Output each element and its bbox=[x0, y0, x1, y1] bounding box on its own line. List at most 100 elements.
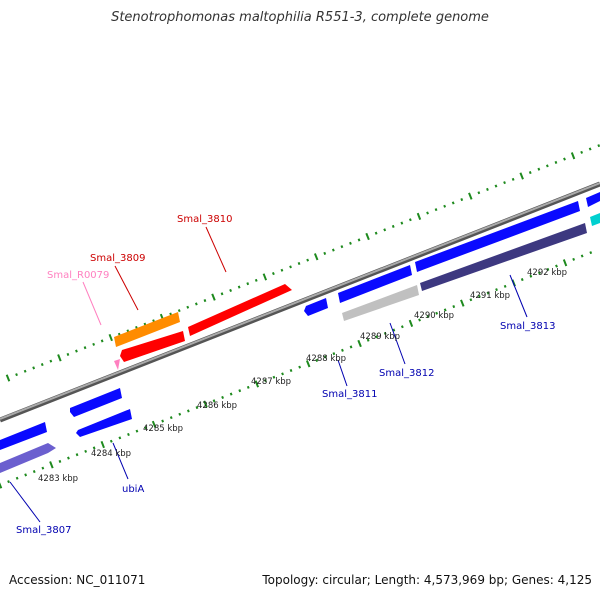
gene-label[interactable]: Smal_3810 bbox=[177, 214, 232, 225]
upper-tick-mark bbox=[519, 172, 524, 180]
lower-tick-mark bbox=[375, 335, 379, 339]
gene-label[interactable]: Smal_3807 bbox=[16, 525, 71, 536]
lower-tick-mark bbox=[246, 385, 250, 389]
upper-tick-mark bbox=[597, 144, 600, 148]
lower-tick-mark bbox=[443, 308, 447, 312]
upper-tick-mark bbox=[237, 285, 241, 289]
gene-smal-3811-feature[interactable] bbox=[304, 298, 328, 316]
gene-smal-3813b-feature[interactable] bbox=[415, 201, 580, 272]
upper-tick-mark bbox=[486, 187, 489, 191]
lower-tick-mark bbox=[323, 355, 327, 359]
leader-smal-r0079 bbox=[82, 281, 102, 326]
lower-tick-mark bbox=[151, 420, 157, 428]
tick-label: 4286 kbp bbox=[197, 401, 237, 411]
tick-label: 4290 kbp bbox=[414, 311, 454, 321]
lower-tick-mark bbox=[408, 319, 414, 327]
gene-smal-3807-feature[interactable] bbox=[0, 443, 56, 473]
lower-tick-mark bbox=[460, 299, 465, 307]
upper-tick-mark bbox=[313, 253, 319, 261]
tick-label: 4287 kbp bbox=[251, 377, 291, 387]
upper-tick-mark bbox=[289, 265, 292, 269]
gene-label[interactable]: Smal_3811 bbox=[322, 389, 377, 400]
gene-smal-3810-feature[interactable] bbox=[188, 284, 292, 336]
leader-smal-3811 bbox=[337, 359, 348, 387]
lower-tick-mark bbox=[7, 480, 10, 484]
upper-tick-mark bbox=[23, 369, 27, 373]
lower-tick-mark bbox=[118, 436, 122, 440]
gene-smal-3808-feature[interactable] bbox=[70, 388, 122, 417]
upper-tick-mark bbox=[75, 349, 78, 353]
upper-tick-mark bbox=[460, 198, 464, 202]
lower-tick-mark bbox=[281, 372, 284, 376]
gene-smal-3813-feature[interactable] bbox=[420, 223, 587, 291]
lower-tick-mark bbox=[435, 311, 439, 315]
lower-tick-mark bbox=[562, 259, 568, 267]
upper-tick-mark bbox=[503, 181, 506, 185]
lower-tick-mark bbox=[229, 392, 233, 396]
upper-tick-mark bbox=[211, 293, 216, 301]
upper-tick-mark bbox=[186, 305, 190, 309]
lower-tick-mark bbox=[546, 267, 550, 271]
tick-label: 4283 kbp bbox=[38, 474, 78, 484]
upper-tick-mark bbox=[220, 292, 224, 296]
upper-tick-mark bbox=[426, 211, 429, 215]
gene-label[interactable]: Smal_R0079 bbox=[47, 270, 109, 281]
lower-tick-mark bbox=[478, 294, 481, 298]
gene-smal-3812-feature[interactable] bbox=[342, 285, 419, 321]
upper-tick-mark bbox=[246, 282, 250, 286]
gene-ubia-feature[interactable] bbox=[76, 409, 132, 437]
upper-tick-mark bbox=[92, 342, 96, 346]
upper-tick-mark bbox=[443, 204, 447, 208]
upper-tick-mark bbox=[203, 299, 207, 303]
lower-tick-mark bbox=[84, 449, 88, 453]
lower-tick-mark bbox=[298, 365, 302, 369]
upper-tick-mark bbox=[357, 238, 361, 242]
lower-tick-mark bbox=[203, 400, 208, 408]
tick-label: 4285 kbp bbox=[143, 424, 183, 434]
gene-smal-3811b-feature[interactable] bbox=[338, 265, 412, 303]
lower-tick-mark bbox=[195, 406, 199, 410]
upper-tick-mark bbox=[400, 221, 404, 225]
gene-edge-blue-feature[interactable] bbox=[586, 192, 600, 207]
tick-label: 4289 kbp bbox=[360, 332, 400, 342]
upper-tick-mark bbox=[537, 167, 541, 171]
upper-tick-mark bbox=[391, 224, 395, 228]
upper-tick-mark bbox=[588, 147, 592, 151]
lower-tick-mark bbox=[332, 352, 336, 356]
upper-tick-mark bbox=[468, 192, 473, 200]
leader-smal-3807 bbox=[9, 481, 41, 523]
gene-smal-3806-feature[interactable] bbox=[0, 422, 47, 450]
genome-summary-text: Topology: circular; Length: 4,573,969 bp… bbox=[262, 573, 592, 587]
lower-tick-mark bbox=[32, 470, 36, 474]
lower-tick-mark bbox=[520, 278, 524, 282]
lower-tick-mark bbox=[263, 379, 267, 383]
gene-trna-feature[interactable] bbox=[114, 312, 180, 347]
upper-tick-mark bbox=[563, 157, 566, 161]
leader-smal-3809 bbox=[114, 265, 139, 311]
lower-tick-mark bbox=[41, 466, 45, 470]
lower-tick-mark bbox=[418, 318, 421, 322]
lower-tick-mark bbox=[495, 288, 498, 292]
lower-tick-mark bbox=[15, 476, 19, 480]
gene-label[interactable]: Smal_3813 bbox=[500, 321, 555, 332]
upper-tick-mark bbox=[32, 366, 36, 370]
gene-edge-cyan-feature[interactable] bbox=[590, 213, 600, 226]
accession-text: Accession: NC_011071 bbox=[9, 573, 146, 587]
lower-tick-mark bbox=[100, 440, 105, 449]
gene-label[interactable]: Smal_3809 bbox=[90, 253, 145, 264]
leader-smal-3813 bbox=[509, 274, 528, 318]
gene-smal-3809-feature[interactable] bbox=[120, 331, 185, 362]
upper-tick-mark bbox=[434, 208, 438, 212]
tick-label: 4292 kbp bbox=[527, 268, 567, 278]
gene-label[interactable]: Smal_3812 bbox=[379, 368, 434, 379]
leader-smal-3810 bbox=[205, 226, 227, 273]
lower-tick-mark bbox=[537, 271, 541, 275]
lower-tick-mark bbox=[392, 328, 396, 332]
gene-label[interactable]: ubiA bbox=[122, 484, 144, 495]
tick-marks bbox=[0, 144, 600, 489]
lower-tick-mark bbox=[161, 419, 165, 423]
upper-tick-mark bbox=[306, 258, 310, 262]
lower-tick-mark bbox=[58, 459, 62, 463]
gene-smal-r0079-feature[interactable] bbox=[114, 359, 120, 370]
